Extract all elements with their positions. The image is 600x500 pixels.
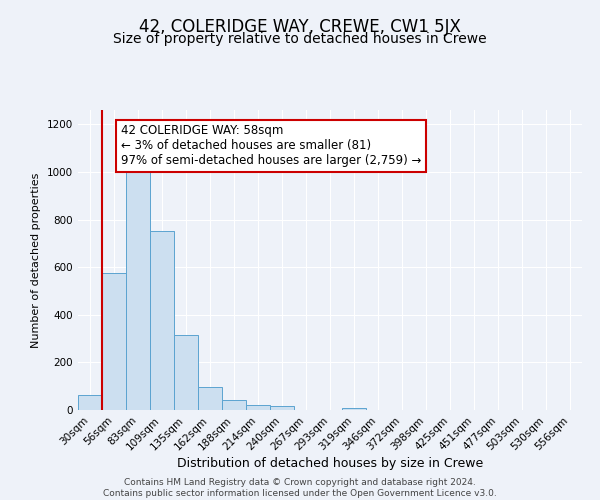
Bar xyxy=(222,400,246,410)
Bar xyxy=(78,394,102,410)
Bar xyxy=(174,335,198,410)
Bar xyxy=(126,170,150,410)
Bar xyxy=(150,232,174,410)
Bar xyxy=(198,388,222,410)
Y-axis label: Number of detached properties: Number of detached properties xyxy=(31,172,41,348)
Bar xyxy=(246,405,270,410)
Text: Contains HM Land Registry data © Crown copyright and database right 2024.
Contai: Contains HM Land Registry data © Crown c… xyxy=(103,478,497,498)
X-axis label: Distribution of detached houses by size in Crewe: Distribution of detached houses by size … xyxy=(177,458,483,470)
Bar xyxy=(102,273,126,410)
Text: 42 COLERIDGE WAY: 58sqm
← 3% of detached houses are smaller (81)
97% of semi-det: 42 COLERIDGE WAY: 58sqm ← 3% of detached… xyxy=(121,124,422,168)
Text: 42, COLERIDGE WAY, CREWE, CW1 5JX: 42, COLERIDGE WAY, CREWE, CW1 5JX xyxy=(139,18,461,36)
Bar xyxy=(342,408,366,410)
Text: Size of property relative to detached houses in Crewe: Size of property relative to detached ho… xyxy=(113,32,487,46)
Bar xyxy=(270,406,294,410)
